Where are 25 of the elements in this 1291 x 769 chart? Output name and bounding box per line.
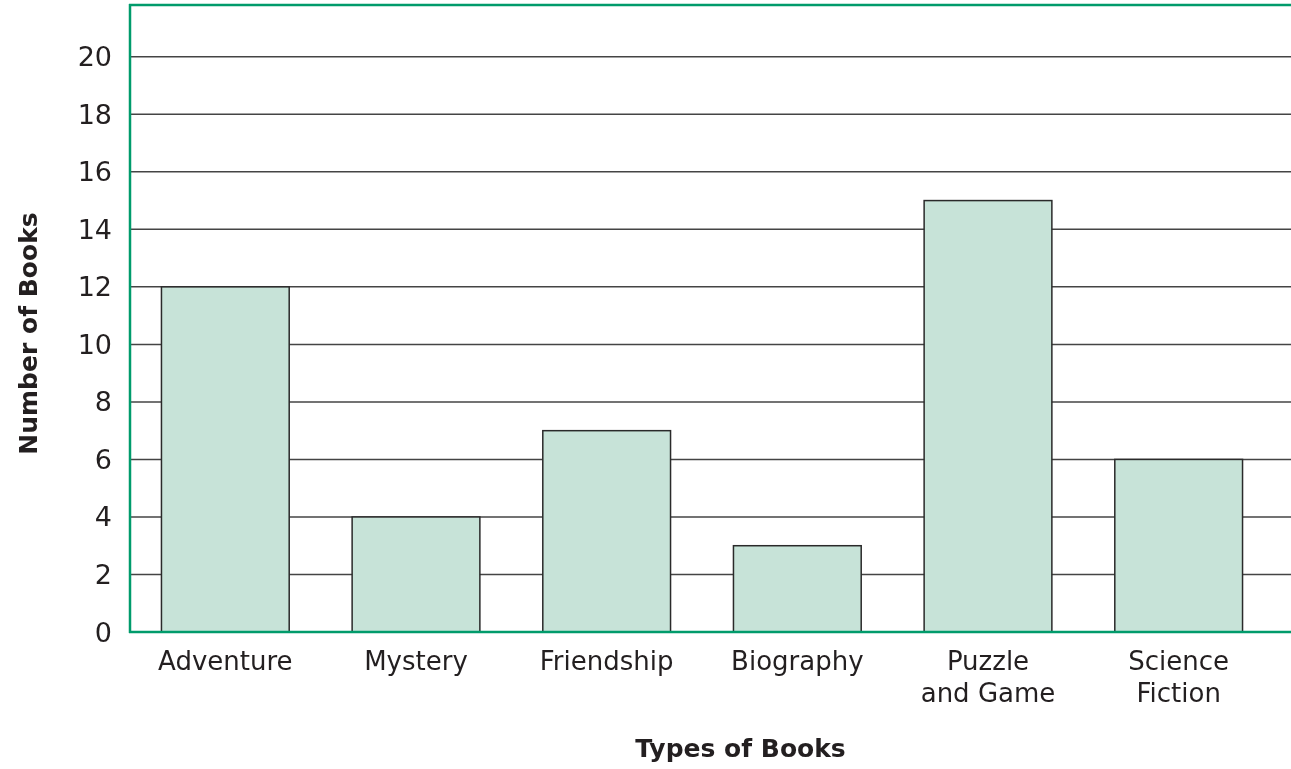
y-tick-label: 20: [77, 41, 112, 73]
bar: [542, 429, 672, 633]
x-tick-label: Mystery: [364, 646, 468, 676]
y-tick-label: 4: [94, 501, 112, 533]
y-tick-label: 6: [94, 443, 112, 475]
y-tick-label: 0: [94, 616, 112, 648]
x-tick-label: Friendship: [539, 646, 674, 676]
x-tick-label: Biography: [731, 646, 864, 676]
bar: [351, 516, 481, 633]
y-tick-label: 14: [77, 213, 112, 245]
y-tick-label: 12: [77, 271, 112, 303]
x-tick-label: Adventure: [158, 646, 293, 676]
y-axis-title: Number of Books: [14, 212, 43, 455]
x-tick-label: Science Fiction: [1128, 646, 1230, 708]
y-tick-label: 18: [77, 98, 112, 130]
bar: [923, 199, 1053, 633]
y-tick-label: 8: [94, 386, 112, 418]
y-tick-label: 2: [94, 558, 112, 590]
x-tick-label: Puzzle and Game: [920, 646, 1056, 708]
y-tick-label: 16: [77, 156, 112, 188]
bar: [1114, 458, 1244, 633]
bar: [160, 286, 290, 633]
y-tick-label: 10: [77, 328, 112, 360]
bar: [732, 544, 862, 633]
x-axis-title: Types of Books: [635, 734, 846, 763]
